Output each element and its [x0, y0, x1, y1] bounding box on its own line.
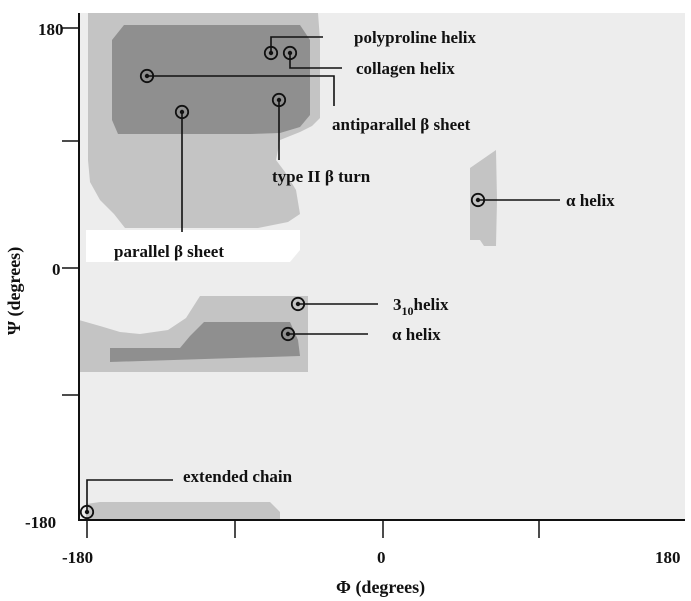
label-type-ii-beta-turn: type II β turn	[272, 167, 371, 186]
label-text-polyproline-helix: polyproline helix	[354, 28, 477, 47]
label-collagen-helix: collagen helix	[356, 59, 455, 78]
y-tick-label-bottom: -180	[25, 513, 56, 532]
axes	[78, 13, 685, 521]
forbidden-notch	[86, 230, 300, 262]
marker-ring-alpha-helix-left	[470, 192, 486, 208]
marker-dot-parallel-beta-sheet	[179, 109, 185, 115]
label-text-alpha-helix-left: α helix	[566, 191, 615, 210]
leader-line-collagen-helix	[289, 53, 342, 69]
beta-region-favored	[112, 25, 310, 134]
label-text-type-ii-beta-turn: type II β turn	[272, 167, 371, 186]
alpha-region-favored	[110, 322, 300, 362]
x-tick-label-mid: 0	[377, 548, 386, 567]
label-text-collagen-helix: collagen helix	[356, 59, 455, 78]
point-extended-chain: extended chain	[79, 467, 293, 520]
label-text-extended-chain: extended chain	[183, 467, 293, 486]
marker-ring-collagen-helix	[282, 45, 298, 61]
y-axis-ticks	[62, 27, 79, 396]
marker-dot-polyproline-helix	[268, 50, 274, 56]
marker-dot-antiparallel-beta-sheet	[144, 73, 150, 79]
marker-ring-extended-chain	[79, 504, 95, 520]
data-points: polyproline helix collagen helix antiparal…	[79, 28, 615, 520]
marker-dot-three-ten-helix	[295, 301, 301, 307]
y-tick-label-top: 180	[38, 20, 64, 39]
marker-dot-type-ii-beta-turn	[276, 97, 282, 103]
marker-ring-type-ii-beta-turn	[271, 92, 287, 108]
marker-dot-collagen-helix	[287, 50, 293, 56]
y-axis-rest: (degrees)	[4, 247, 25, 321]
marker-ring-polyproline-helix	[263, 45, 279, 61]
point-antiparallel-beta-sheet: antiparallel β sheet	[139, 68, 471, 134]
leader-line-antiparallel-beta-sheet	[147, 75, 335, 106]
point-polyproline-helix: polyproline helix	[263, 28, 477, 61]
label-text-alpha-helix-right: α helix	[392, 325, 441, 344]
marker-ring-alpha-helix-right	[280, 326, 296, 342]
label-antiparallel-beta-sheet: antiparallel β sheet	[332, 115, 471, 134]
marker-ring-antiparallel-beta-sheet	[139, 68, 155, 84]
point-alpha-helix-left: α helix	[470, 191, 615, 210]
label-alpha-helix-right: α helix	[392, 325, 441, 344]
allowed-regions	[79, 13, 497, 520]
point-three-ten-helix: 310helix	[290, 295, 449, 318]
point-collagen-helix: collagen helix	[282, 45, 455, 78]
marker-ring-three-ten-helix	[290, 296, 306, 312]
label-text-parallel-beta-sheet: parallel β sheet	[114, 242, 224, 261]
y-axis-title: Ψ (degrees)	[4, 247, 25, 335]
x-axis-rest: (degrees)	[351, 577, 425, 598]
bottom-region-allowed	[86, 502, 280, 520]
label-three-ten-helix: 310helix	[393, 295, 449, 318]
label-polyproline-helix: polyproline helix	[354, 28, 477, 47]
y-axis-symbol: Ψ	[4, 321, 24, 335]
point-parallel-beta-sheet: parallel β sheet	[114, 104, 224, 261]
y-tick-label-mid: 0	[52, 260, 61, 279]
label-tail-three-ten-helix: helix	[414, 295, 449, 314]
leader-line-extended-chain	[86, 479, 173, 512]
x-tick-label-left: -180	[62, 548, 93, 567]
x-axis-symbol: Φ	[336, 577, 351, 597]
label-text-antiparallel-beta-sheet: antiparallel β sheet	[332, 115, 471, 134]
label-extended-chain: extended chain	[183, 467, 293, 486]
label-alpha-helix-left: α helix	[566, 191, 615, 210]
marker-ring-parallel-beta-sheet	[174, 104, 190, 120]
label-sub-three-ten-helix: 10	[402, 304, 414, 318]
marker-dot-extended-chain	[84, 509, 90, 515]
x-axis-ticks	[86, 520, 540, 538]
point-type-ii-beta-turn: type II β turn	[271, 92, 371, 186]
label-parallel-beta-sheet: parallel β sheet	[114, 242, 224, 261]
x-axis-title: Φ (degrees)	[336, 577, 425, 598]
label-text-three-ten-helix: 3	[393, 295, 402, 314]
point-alpha-helix-right: α helix	[280, 325, 441, 344]
x-tick-label-right: 180	[655, 548, 681, 567]
marker-dot-alpha-helix-left	[475, 197, 481, 203]
marker-dot-alpha-helix-right	[285, 331, 291, 337]
